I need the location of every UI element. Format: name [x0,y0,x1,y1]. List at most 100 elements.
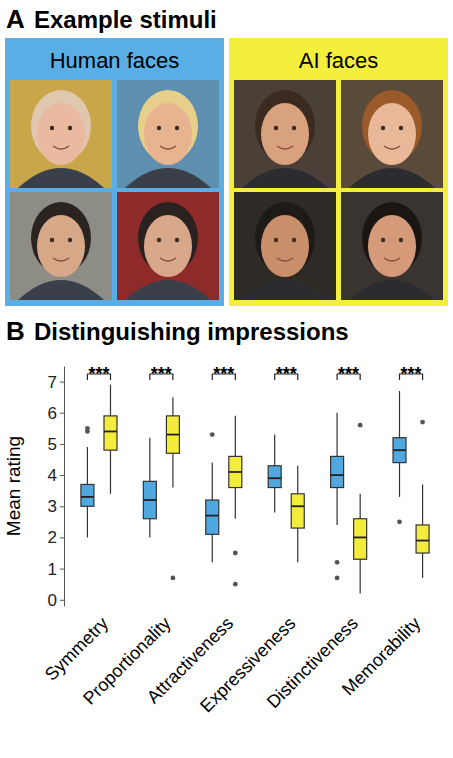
photo-background [10,192,112,300]
box-body [104,416,117,450]
photo-face [37,215,85,277]
box-median [206,515,219,517]
y-tick-label: 5 [48,435,57,454]
box-body [166,416,179,453]
photo-shoulders [349,280,435,300]
photo-eye [68,238,72,242]
y-tick-label: 7 [48,373,57,392]
y-tick: 5 [48,435,64,454]
x-tick: Distinctiveness [263,613,362,712]
box-outlier [233,582,238,587]
box-plot [393,391,406,524]
box-outlier [335,576,340,581]
photo-eye [157,126,161,130]
photo-shoulders [242,280,328,300]
group-label: AI faces [299,48,378,73]
photo-eye [292,238,296,242]
photo-background [341,80,443,188]
box-body [206,500,219,534]
photo-mouth [160,146,176,149]
y-axis-title: Mean rating [3,436,24,536]
photo-mouth [53,258,69,261]
box-plot [206,432,219,562]
y-tick: 6 [48,404,64,423]
stimulus-group: Human faces [5,38,224,306]
y-tick: 1 [48,560,64,579]
significance-label: *** [338,364,359,384]
box-outlier [397,519,402,524]
box-body [81,484,94,506]
y-tick-mark [60,444,64,445]
y-tick: 4 [48,466,64,485]
group-background [229,38,448,306]
box-median [81,496,94,498]
box-plot [229,416,242,587]
y-tick-label: 6 [48,404,57,423]
plot-marks [81,385,429,594]
group-background [5,38,224,306]
y-tick-mark [60,569,64,570]
photo-face [144,215,192,277]
box-median [229,471,242,473]
photo-face [261,215,309,277]
significance-label: *** [88,364,109,384]
photo-eye [175,238,179,242]
box-outlier [335,560,340,565]
group-label: Human faces [50,48,180,73]
photo-background [117,192,219,300]
photo-eye [274,126,278,130]
y-tick-mark [60,506,64,507]
y-tick-mark [60,600,64,601]
significance-label: *** [276,364,297,384]
box-median [104,431,117,433]
photo-eye [381,126,385,130]
face-photo [10,80,112,188]
box-median [354,537,367,539]
box-outlier [85,426,90,431]
box-plot [166,397,179,580]
photo-mouth [384,146,400,149]
photo-eye [381,238,385,242]
photo-eye [399,126,403,130]
box-median [331,474,344,476]
photo-eye [157,238,161,242]
photo-shoulders [125,280,211,300]
box-plot [268,435,281,513]
box-body [416,525,429,553]
y-tick-mark [60,413,64,414]
box-body [143,481,156,518]
photo-shoulders [18,168,104,188]
stimulus-group: AI faces [229,38,448,306]
photo-eye [50,126,54,130]
y-tick-label: 1 [48,560,57,579]
face-photo [234,80,336,188]
y-tick: 2 [48,528,64,547]
face-photo [341,80,443,188]
photo-eye [68,126,72,130]
x-tick: Memorability [338,613,424,699]
x-tick-label: Distinctiveness [263,613,362,712]
photo-eye [274,238,278,242]
box-outlier [358,423,363,428]
panel-title: Example stimuli [34,6,217,33]
box-body [393,438,406,463]
y-axis: 01234567 [48,367,65,610]
x-tick-label: Memorability [338,613,424,699]
y-tick-mark [60,537,64,538]
face-photo [117,192,219,300]
photo-mouth [384,258,400,261]
box-median [268,477,281,479]
photo-background [341,192,443,300]
photo-face [368,215,416,277]
box-plot [143,438,156,538]
box-body [268,466,281,488]
box-body [291,494,304,528]
photo-shoulders [349,168,435,188]
photo-background [234,192,336,300]
box-median [393,449,406,451]
face-photo [234,192,336,300]
y-tick-mark [60,382,64,383]
box-body [354,519,367,560]
face-photo [117,80,219,188]
box-median [143,499,156,501]
